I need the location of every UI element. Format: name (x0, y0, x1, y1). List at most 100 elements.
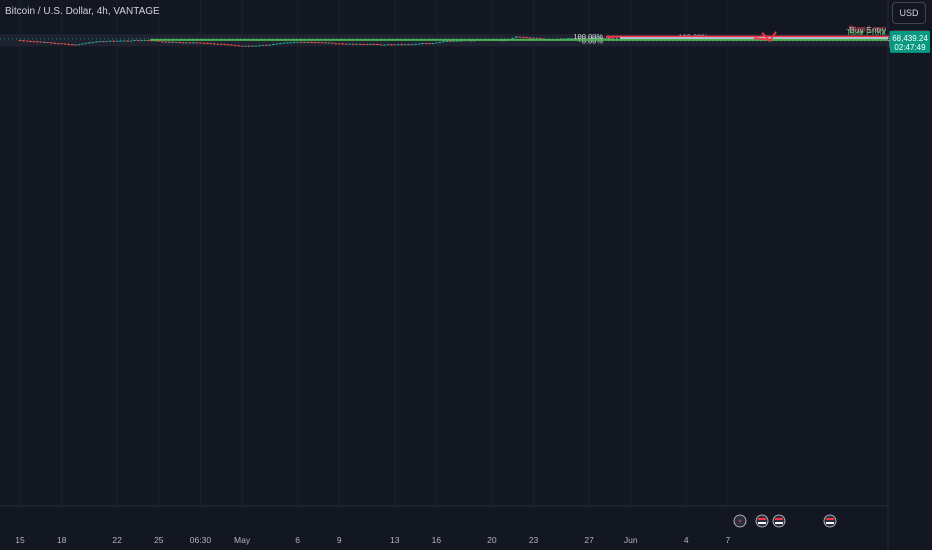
candle-body (324, 42, 327, 44)
candle-body (108, 40, 112, 42)
candle-body (334, 43, 338, 45)
candle-body (181, 42, 185, 44)
candle-body (452, 40, 456, 42)
x-tick-label: 7 (726, 535, 731, 545)
lightning-glyph: ⚡ (737, 517, 743, 526)
candle-body (594, 37, 598, 39)
candle-body (39, 41, 43, 43)
candle-body (272, 44, 275, 46)
candle-body (261, 44, 265, 46)
candle-body (233, 45, 237, 47)
candle-body (605, 37, 608, 39)
candle-body (473, 40, 476, 42)
candle-body (348, 43, 351, 45)
candle-body (296, 41, 299, 43)
candle-body (341, 43, 345, 45)
candle-body (129, 40, 133, 42)
candle-body (192, 42, 195, 44)
candle-body (240, 45, 244, 47)
candle-body (285, 42, 289, 44)
candle-body (167, 41, 171, 43)
x-tick-label: 23 (529, 535, 539, 545)
candle-body (403, 44, 407, 46)
candle-body (213, 43, 216, 45)
flag-stripe (826, 522, 834, 524)
flag-stripe (775, 522, 783, 524)
projection-arrow (753, 37, 771, 41)
buy-entry-label: Buy Entry (849, 25, 887, 35)
candle-body (70, 44, 74, 46)
x-tick-label: 6 (295, 535, 300, 545)
candle-body (393, 44, 397, 46)
candle-body (372, 43, 376, 45)
candle-body (209, 43, 213, 45)
candle-body (247, 45, 251, 47)
x-tick-label: 16 (432, 535, 442, 545)
candle-body (143, 40, 147, 42)
candle-body (67, 44, 70, 46)
candle-body (133, 40, 136, 42)
candle-body (351, 43, 355, 45)
x-tick-label: 4 (684, 535, 689, 545)
candle-body (56, 43, 60, 45)
candle-body (438, 42, 442, 44)
candle-body (566, 38, 570, 40)
candle-body (518, 36, 521, 38)
candle-body (442, 41, 445, 43)
candle-body (219, 43, 223, 45)
flag-stripe (758, 518, 766, 520)
x-tick-label: 15 (15, 535, 25, 545)
candle-body (251, 45, 254, 47)
x-tick-label: 06:30 (190, 535, 212, 545)
candle-body (18, 40, 22, 42)
x-tick-label: May (234, 535, 251, 545)
currency-button[interactable]: USD (892, 2, 926, 24)
candle-body (178, 42, 181, 44)
candle-body (268, 44, 272, 46)
x-tick-label: 9 (337, 535, 342, 545)
candle-body (216, 43, 220, 45)
candle-body (136, 40, 140, 42)
candle-body (95, 41, 98, 43)
candle-body (431, 43, 435, 45)
x-tick-label: Jun (624, 535, 638, 545)
flag-stripe (775, 518, 783, 520)
candle-body (299, 41, 303, 43)
candle-body (160, 41, 164, 43)
candle-body (74, 44, 77, 46)
candle-body (289, 42, 292, 44)
chart-title: Bitcoin / U.S. Dollar, 4h, VANTAGE (5, 6, 160, 17)
candle-body (140, 40, 143, 42)
candle-body (258, 45, 261, 47)
flag-us-icon-2 (772, 514, 786, 528)
candle-body (525, 37, 528, 39)
flag-us-icon-3 (823, 514, 837, 528)
candle-body (157, 40, 161, 42)
x-tick-label: 18 (57, 535, 67, 545)
candle-body (383, 44, 386, 46)
candle-body (202, 42, 206, 44)
candle-body (317, 42, 320, 44)
candle-body (174, 42, 178, 44)
candle-body (77, 44, 81, 46)
candle-body (275, 43, 279, 45)
candle-body (369, 43, 372, 45)
candle-body (310, 41, 313, 43)
candle-body (112, 40, 115, 42)
candle-body (53, 42, 56, 44)
candle-body (195, 42, 199, 44)
candle-body (49, 42, 53, 44)
candle-body (327, 42, 331, 44)
arrow-head (761, 31, 777, 43)
candle-body (539, 37, 542, 39)
candle-body (185, 42, 188, 44)
candle-body (469, 40, 473, 42)
candle-body (428, 43, 431, 45)
candle-body (608, 37, 612, 39)
take-profit-label: Take Profit (846, 27, 887, 37)
candle-body (206, 42, 209, 44)
candle-body (22, 40, 25, 42)
candle-body (528, 37, 532, 39)
